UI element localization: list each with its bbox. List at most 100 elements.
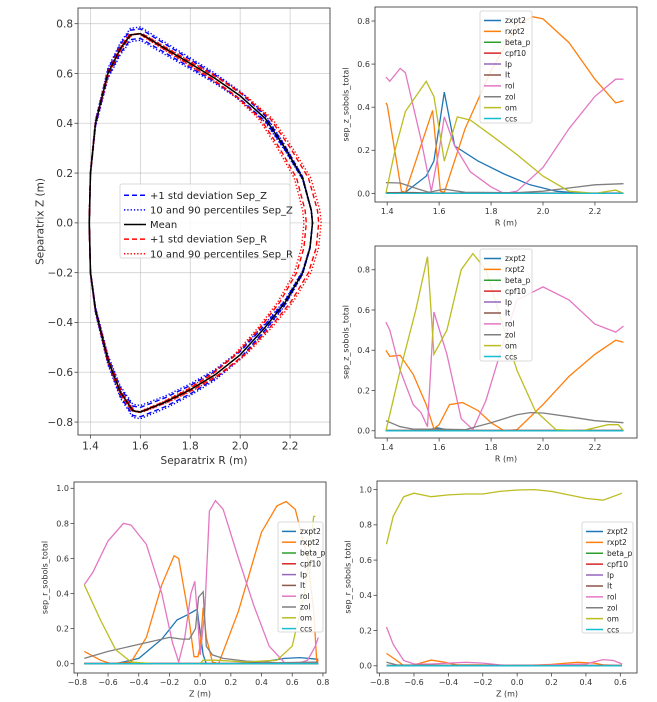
x-tick-label: −0.4 (439, 678, 458, 687)
series-line-rol (385, 626, 623, 667)
legend-label: om (607, 614, 619, 623)
legend-label: Ip (607, 571, 614, 580)
legend-label: beta_p (505, 276, 531, 285)
x-tick-label: 1.8 (485, 207, 498, 216)
separatrix-band-line (88, 32, 305, 413)
series-line-rxpt2 (385, 339, 624, 432)
y-tick-label: −0.6 (48, 367, 74, 379)
legend-label: zol (505, 92, 516, 101)
y-tick-label: 0.8 (56, 18, 73, 30)
x-axis-label: R (m) (495, 219, 517, 228)
y-tick-label: 0.8 (56, 519, 69, 528)
chart-5: −0.8 −0.6 −0.4 −0.2 0.0 0.2 0.4 0.6 0.0 0.2 0.4 0.6… (344, 480, 638, 699)
x-tick-label: −0.6 (404, 678, 423, 687)
y-tick-label: 0.4 (56, 118, 73, 130)
legend-label: It (300, 581, 305, 590)
y-tick-label: 0.6 (357, 60, 370, 69)
legend-label: Ip (300, 570, 307, 579)
x-tick-label: −0.8 (68, 678, 87, 687)
legend-label: rol (505, 320, 515, 329)
x-tick-label: 0.4 (255, 678, 268, 687)
x-tick-label: 1.8 (485, 443, 498, 452)
y-axis-label: sep_z_sobols_total (342, 67, 351, 141)
y-tick-label: 0.4 (56, 589, 69, 598)
legend-label: Ip (505, 60, 512, 69)
y-tick-label: −0.8 (48, 417, 74, 429)
x-tick-label: 1.8 (182, 441, 199, 453)
legend-label: om (300, 614, 312, 623)
y-tick-label: 0.2 (359, 626, 372, 635)
x-tick-label: −0.2 (160, 678, 179, 687)
series-line-rol (83, 499, 319, 665)
legend-label: om (505, 103, 517, 112)
x-tick-label: 0.8 (317, 678, 330, 687)
legend-label: cpf10 (300, 560, 321, 569)
axes-frame (77, 7, 331, 436)
legend-box (581, 521, 634, 634)
x-tick-label: 0.0 (194, 678, 207, 687)
legend-label: beta_p (505, 38, 531, 47)
axes-frame (376, 480, 638, 674)
x-tick-label: 0.6 (286, 678, 299, 687)
y-tick-label: −0.4 (48, 317, 74, 329)
y-tick-label: 0.4 (357, 103, 370, 112)
y-tick-label: 0.2 (357, 386, 370, 395)
x-tick-label: 0.2 (224, 678, 237, 687)
series-line-zol (385, 411, 624, 431)
legend-label: zol (505, 330, 516, 339)
legend-label: +1 std deviation Sep_Z (150, 191, 267, 202)
y-tick-label: −0.2 (48, 267, 74, 279)
y-tick-label: 0.8 (359, 521, 372, 530)
y-tick-label: 0.6 (357, 306, 370, 315)
plot-area (385, 16, 624, 195)
y-tick-label: 0.8 (357, 17, 370, 26)
y-tick-label: 1.0 (56, 484, 69, 493)
axes-frame (374, 6, 638, 203)
legend-label: beta_p (607, 549, 633, 558)
x-tick-label: 2.0 (537, 207, 550, 216)
legend-box (119, 183, 291, 259)
series-line-rol (385, 286, 624, 431)
legend-label: ccs (505, 352, 517, 361)
x-tick-label: 1.4 (82, 441, 99, 453)
legend: +1 std deviation Sep_Z 10 and 90 percenti… (119, 183, 293, 260)
legend-label: ccs (607, 625, 619, 634)
legend-label: rol (505, 82, 515, 91)
legend-label: zxpt2 (300, 527, 321, 536)
legend-label: 10 and 90 percentiles Sep_Z (150, 206, 293, 217)
series-line-rxpt2 (385, 16, 624, 194)
legend-label: rol (607, 593, 617, 602)
x-tick-label: 0.6 (614, 678, 627, 687)
legend-label: om (505, 341, 517, 350)
x-axis-label: Z (m) (496, 690, 518, 699)
y-tick-label: 0.2 (56, 168, 73, 180)
legend-label: It (607, 582, 612, 591)
legend-label: Ip (505, 298, 512, 307)
legend-label: Mean (150, 220, 177, 231)
series-line-rxpt2 (83, 500, 319, 665)
x-axis-label: Z (m) (189, 690, 211, 699)
legend-label: zxpt2 (607, 527, 628, 536)
legend-label: cpf10 (505, 287, 526, 296)
chart-3: 1.4 1.6 1.8 2.0 2.2 0.0 0.2 0.4 0.6 0.8 R (m) sep_z… (342, 245, 638, 464)
legend-label: cpf10 (607, 560, 628, 569)
x-tick-label: 1.6 (433, 443, 446, 452)
x-tick-label: 2.0 (232, 441, 249, 453)
y-tick-label: 0.4 (357, 346, 370, 355)
legend-label: beta_p (300, 549, 326, 558)
x-tick-label: −0.4 (129, 678, 148, 687)
legend-label: rxpt2 (607, 538, 627, 547)
plot-area (385, 488, 623, 667)
legend-label: rol (300, 592, 310, 601)
y-tick-label: 0.0 (359, 662, 372, 671)
y-tick-label: 0.6 (359, 556, 372, 565)
legend-label: ccs (300, 624, 312, 633)
x-tick-label: 2.2 (589, 443, 602, 452)
chart-1: 1.4 1.6 1.8 2.0 2.2 −0.8 −0.6 −0.4 −0.2 0.0 0.2 0.4… (34, 7, 331, 467)
x-tick-label: −0.8 (370, 678, 389, 687)
legend-label: +1 std deviation Sep_R (150, 235, 267, 246)
x-tick-label: 2.2 (589, 207, 602, 216)
